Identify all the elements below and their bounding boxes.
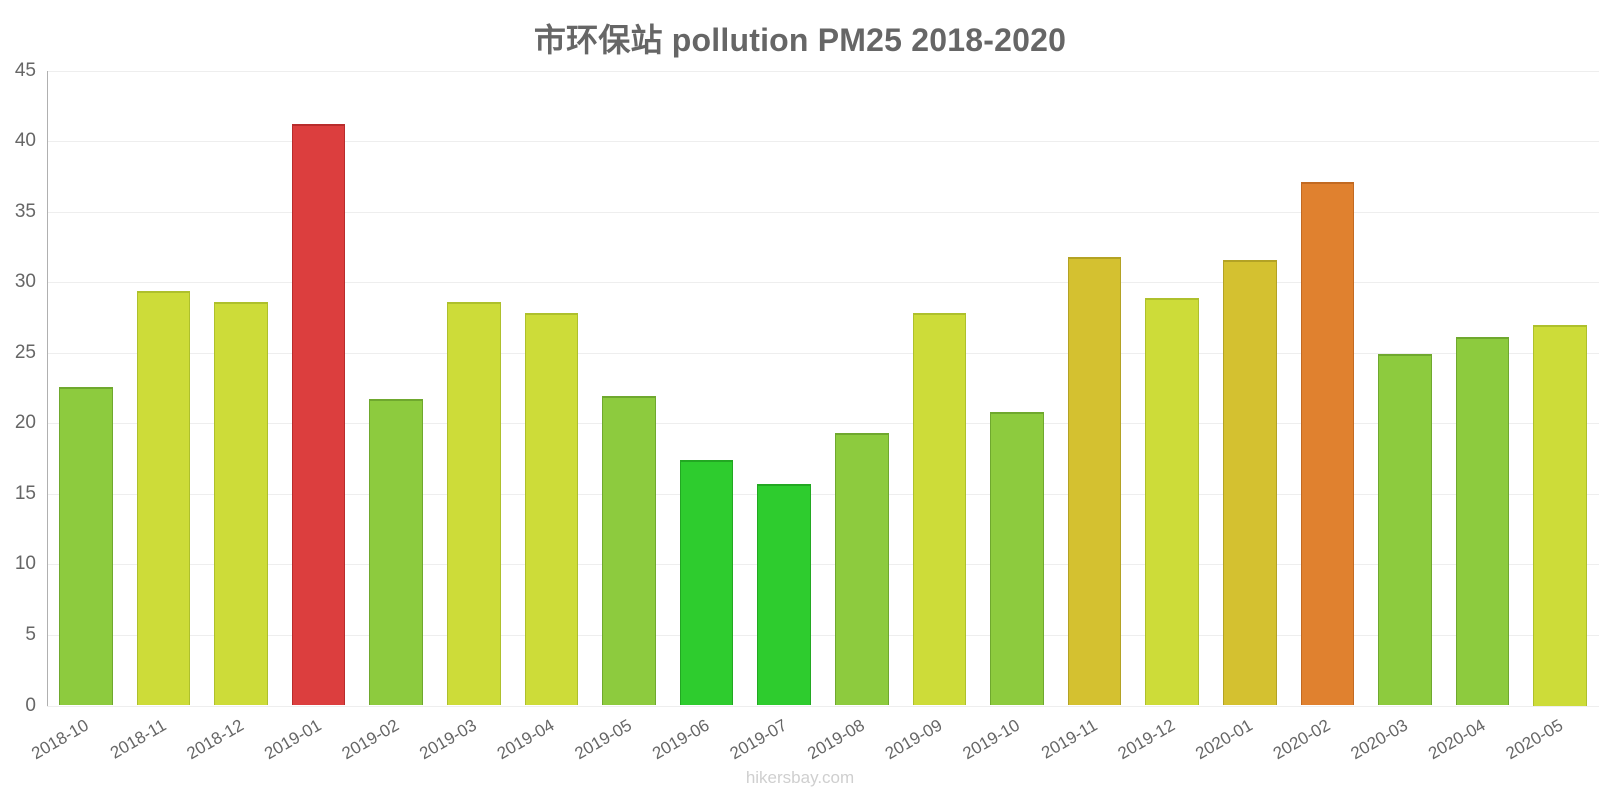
svg-text:2019-10: 2019-10: [959, 716, 1023, 764]
svg-text:2018-12: 2018-12: [183, 716, 247, 764]
svg-text:2019-01: 2019-01: [261, 716, 325, 764]
svg-text:2020-05: 2020-05: [1503, 716, 1567, 764]
svg-text:2019-11: 2019-11: [1038, 716, 1100, 763]
svg-text:2018-11: 2018-11: [107, 716, 169, 763]
svg-text:2020-01: 2020-01: [1192, 716, 1256, 764]
svg-text:2020-04: 2020-04: [1425, 716, 1489, 764]
svg-text:2019-08: 2019-08: [804, 716, 868, 764]
svg-text:2020-03: 2020-03: [1347, 716, 1411, 764]
svg-text:2019-04: 2019-04: [494, 716, 558, 764]
svg-text:2019-12: 2019-12: [1115, 716, 1179, 764]
svg-text:2019-05: 2019-05: [571, 716, 635, 764]
svg-text:2019-02: 2019-02: [339, 716, 403, 764]
svg-text:2019-03: 2019-03: [416, 716, 480, 764]
svg-text:2020-02: 2020-02: [1270, 716, 1334, 764]
svg-text:2018-10: 2018-10: [28, 716, 92, 764]
svg-text:2019-06: 2019-06: [649, 716, 713, 764]
svg-text:2019-07: 2019-07: [727, 716, 791, 764]
svg-text:2019-09: 2019-09: [882, 716, 946, 764]
